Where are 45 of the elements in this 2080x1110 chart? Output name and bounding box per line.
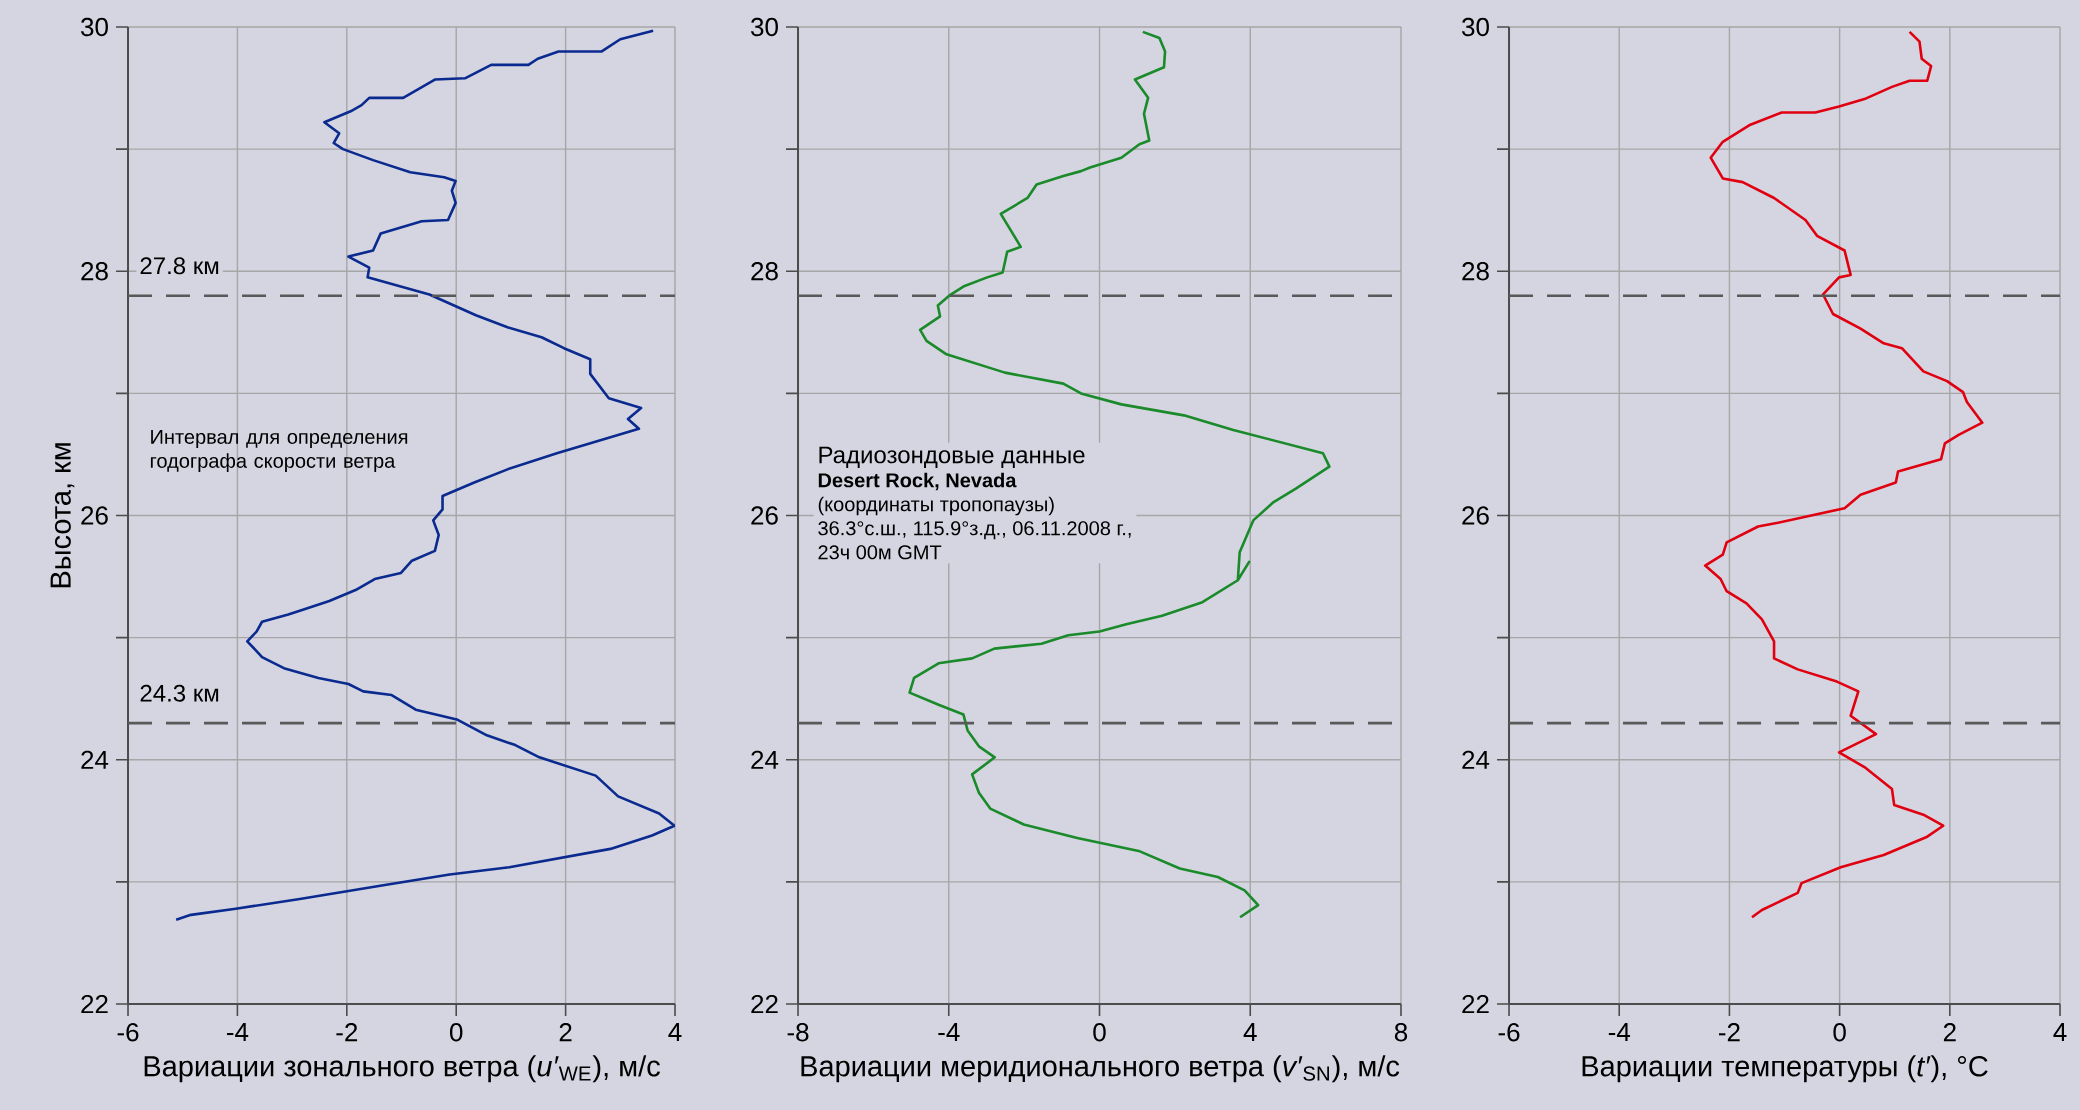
y-tick-label: 28 [1462,262,1489,281]
annotation: Радиозондовые данные [819,446,1085,468]
x-tick-label: 4 [2053,1023,2067,1041]
y-tick-label: 30 [1462,17,1489,37]
x-tick-label: -8 [787,1023,809,1042]
y-tick-label: 22 [1462,994,1489,1014]
annotation: Интервал для определения годографа скорости ветра [150,429,408,472]
x-tick-label: 0 [1833,1023,1846,1042]
x-tick-label: 4 [668,1023,682,1041]
x-tick-label: -4 [938,1023,960,1041]
y-tick-label: 26 [1462,506,1489,525]
annotation: 23ч 00м GMT [818,545,942,560]
y-tick-label: 26 [81,506,108,525]
x-tick-label: -2 [336,1023,358,1042]
x-tick-label: 2 [559,1023,572,1042]
y-tick-label: 24 [751,750,779,769]
ref-line-label: 27.8 км [140,257,219,275]
y-tick-label: 28 [751,262,778,281]
y-tick-label: 24 [81,750,109,769]
y-tick-label: 22 [81,994,108,1014]
x-axis-title: Вариации температуры (t′), °C [1582,1055,1988,1083]
annotation: (координаты тропопаузы) [818,496,1054,516]
y-tick-label: 28 [81,262,108,281]
y-axis-title: Высота, км [50,443,75,588]
y-tick-label: 22 [751,994,778,1014]
x-tick-label: 0 [1093,1023,1106,1042]
x-tick-label: -4 [1608,1023,1631,1041]
x-tick-label: 8 [1394,1023,1408,1042]
x-tick-label: 2 [1943,1023,1956,1042]
x-tick-label: -6 [1498,1023,1520,1042]
y-tick-label: 26 [751,506,778,525]
x-tick-label: -4 [227,1023,249,1041]
line-series [1703,30,1984,919]
y-tick-label: 24 [1462,750,1490,769]
ref-line-label: 24.3 км [140,684,219,702]
y-tick-label: 30 [81,17,108,37]
x-tick-label: 0 [449,1023,463,1042]
x-axis-title: Вариации меридионального ветра (v′$_{SN}$), м/с [801,1055,1400,1083]
annotation: 36.3°с.ш., 115.9°з.д., 06.11.2008 г., [818,521,1131,540]
x-tick-label: -2 [1719,1023,1740,1042]
x-axis-title: Вариации зонального ветра (u′$_{WE}$), м/с [144,1055,660,1083]
y-tick-label: 30 [751,17,778,37]
x-tick-label: 4 [1243,1023,1257,1041]
x-tick-label: -6 [117,1023,139,1042]
annotation: Desert Rock, Nevada [818,472,1017,491]
